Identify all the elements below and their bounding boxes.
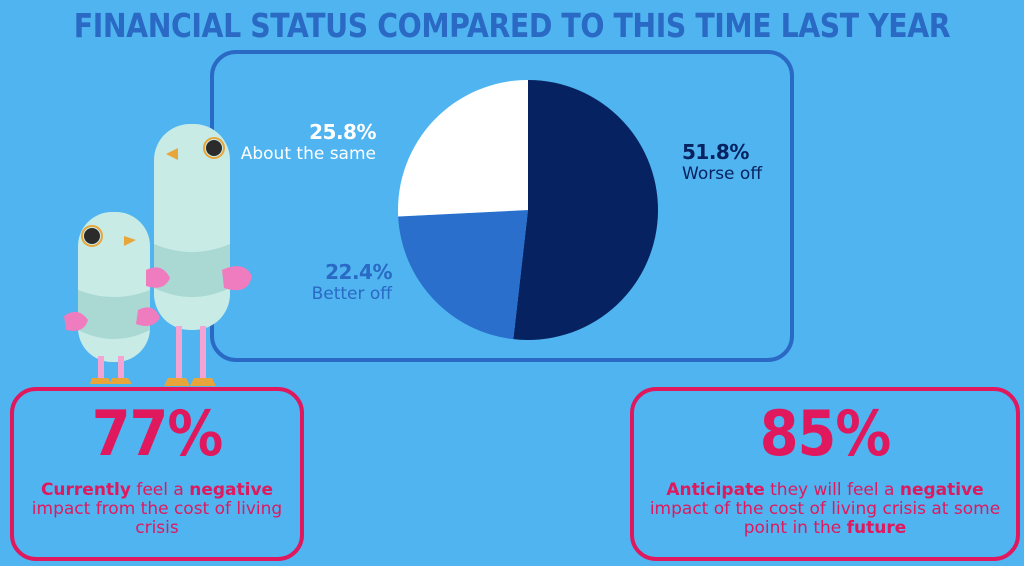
stat-value-current: 77% [91,397,224,470]
stat-current-text-1: feel a [130,480,190,500]
slice-name-better-off: Better off [311,284,392,304]
stat-future-keyword: Anticipate [666,480,765,500]
stat-box-future: 85% Anticipate they will feel a negative… [630,387,1020,561]
slice-name-about-the-same: About the same [240,144,376,164]
small-pigeon-icon [64,212,160,384]
stat-future-keyword-3: future [846,518,907,538]
stat-future-keyword-2: negative [899,480,984,500]
stat-box-current: 77% Currently feel a negative impact fro… [10,387,304,561]
stat-future-text-1: they will feel a [764,480,900,500]
stat-current-keyword: Currently [40,480,131,500]
slice-label-better-off: 22.4% Better off [311,260,393,304]
stat-value-future: 85% [759,397,892,470]
stat-current-keyword-2: negative [189,480,274,500]
pie-slice-about-the-same [398,80,528,217]
page-title: FINANCIAL STATUS COMPARED TO THIS TIME L… [73,6,951,45]
slice-percent-better-off: 22.4% [325,260,392,284]
slice-percent-about-the-same: 25.8% [309,120,376,144]
slice-name-worse-off: Worse off [682,164,763,184]
slice-label-about-the-same: 25.8% About the same [240,120,377,164]
stat-future-text-2: impact of the cost of living crisis at s… [649,499,1001,538]
pie-chart [398,80,659,341]
stat-description-future: Anticipate they will feel a negative imp… [634,481,1016,538]
pie-slice-worse-off [513,80,659,341]
stat-current-text-2: impact from the cost of living crisis [31,499,283,538]
tall-pigeon-icon [146,124,252,386]
stat-description-current: Currently feel a negative impact from th… [14,481,300,538]
pigeon-illustration [64,124,252,386]
slice-percent-worse-off: 51.8% [682,140,749,164]
pie-slice-better-off [398,210,528,340]
slice-label-worse-off: 51.8% Worse off [682,140,762,184]
